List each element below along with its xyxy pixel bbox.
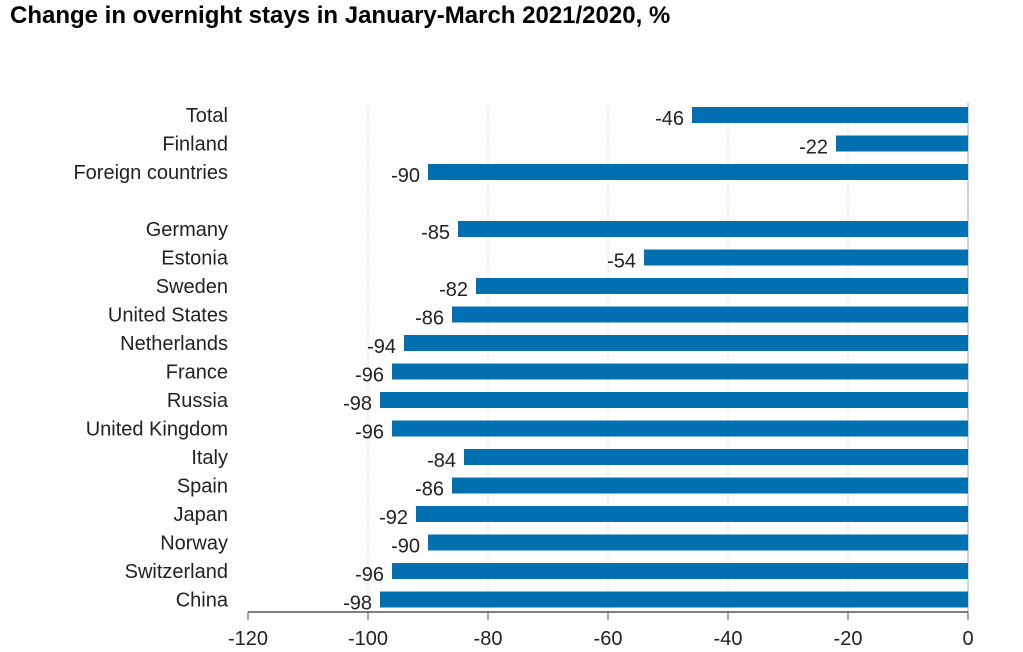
data-label: -90 xyxy=(391,536,420,558)
data-label: -94 xyxy=(367,336,396,358)
bar xyxy=(458,221,968,237)
data-label: -84 xyxy=(427,450,456,472)
data-label: -22 xyxy=(799,137,828,159)
x-tick-label: -80 xyxy=(474,628,503,650)
category-label: Netherlands xyxy=(120,333,228,355)
data-label: -46 xyxy=(655,108,684,130)
x-tick-label: -20 xyxy=(834,628,863,650)
bar xyxy=(428,164,968,180)
chart-title: Change in overnight stays in January-Mar… xyxy=(10,2,671,29)
bar xyxy=(836,135,968,152)
bar xyxy=(644,249,968,266)
bar xyxy=(692,107,968,123)
bar xyxy=(428,534,968,551)
category-label: Total xyxy=(186,105,228,127)
category-label: Italy xyxy=(191,447,228,469)
bar xyxy=(392,563,968,579)
category-label: United Kingdom xyxy=(86,419,228,441)
category-label: China xyxy=(176,590,229,612)
data-label: -82 xyxy=(439,279,468,301)
bar xyxy=(392,363,968,380)
category-label: Spain xyxy=(177,476,228,498)
data-label: -86 xyxy=(415,479,444,501)
data-label: -96 xyxy=(355,422,384,444)
x-tick-label: 0 xyxy=(962,628,973,650)
category-label: Switzerland xyxy=(125,561,228,583)
x-tick-label: -120 xyxy=(228,628,268,650)
bar xyxy=(380,392,968,408)
data-label: -85 xyxy=(421,222,450,244)
x-tick-label: -100 xyxy=(348,628,388,650)
category-label: Germany xyxy=(146,219,228,241)
category-label: Norway xyxy=(160,533,228,555)
category-label: France xyxy=(166,362,228,384)
data-label: -86 xyxy=(415,308,444,330)
category-label: Japan xyxy=(174,504,229,526)
category-label: Sweden xyxy=(156,276,228,298)
bar xyxy=(476,278,968,294)
bar xyxy=(392,420,968,437)
bar xyxy=(416,506,968,522)
category-label: Finland xyxy=(162,134,228,156)
data-label: -96 xyxy=(355,564,384,586)
data-label: -92 xyxy=(379,507,408,529)
data-label: -96 xyxy=(355,365,384,387)
data-label: -98 xyxy=(343,393,372,415)
category-label: Estonia xyxy=(161,248,229,270)
data-label: -90 xyxy=(391,165,420,187)
data-label: -54 xyxy=(607,251,636,273)
category-label: United States xyxy=(108,305,228,327)
bar xyxy=(380,591,968,608)
bar xyxy=(452,477,968,494)
category-label: Foreign countries xyxy=(73,162,228,184)
bar xyxy=(404,335,968,351)
bar xyxy=(452,306,968,323)
x-tick-label: -60 xyxy=(594,628,623,650)
category-label: Russia xyxy=(167,390,229,412)
x-tick-label: -40 xyxy=(714,628,743,650)
data-label: -98 xyxy=(343,593,372,615)
bar xyxy=(464,449,968,465)
